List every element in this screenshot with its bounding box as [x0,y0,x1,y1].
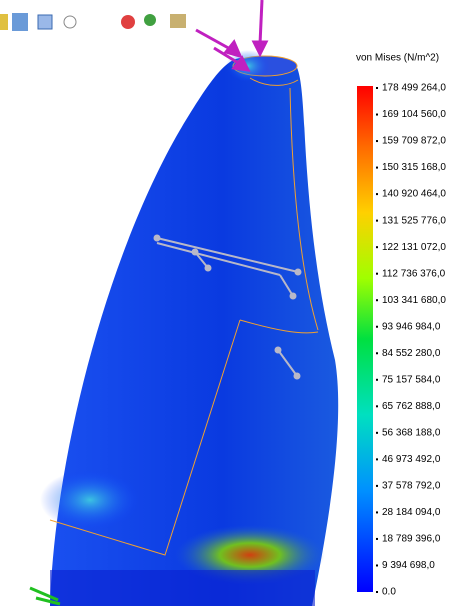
legend-title: von Mises (N/m^2) [356,53,439,64]
tool-icon[interactable] [0,14,8,30]
legend-tick [376,273,378,275]
legend-label: 75 157 584,0 [382,374,441,385]
legend-tick [376,538,378,540]
legend-label: 9 394 698,0 [382,560,435,571]
legend-tick [376,167,378,169]
toolbar [0,13,186,31]
legend-tick [376,193,378,195]
legend-label: 37 578 792,0 [382,481,441,492]
legend-tick [376,299,378,301]
legend-tick [376,326,378,328]
legend-label: 159 709 872,0 [382,136,446,147]
tool-icon[interactable] [38,15,52,29]
legend-tick [376,591,378,593]
model [30,0,338,606]
color-bar [357,86,373,592]
legend-tick [376,405,378,407]
tool-icon[interactable] [144,14,156,26]
legend-tick [376,87,378,89]
legend-tick [376,220,378,222]
legend-label: 140 920 464,0 [382,189,446,200]
legend-label: 84 552 280,0 [382,348,441,359]
legend-label: 169 104 560,0 [382,109,446,120]
legend-tick [376,564,378,566]
graphics-area: von Mises (N/m^2) 178 499 264,0 169 104 5… [0,0,454,606]
legend-label: 112 736 376,0 [382,268,446,279]
legend-label: 18 789 396,0 [382,534,441,545]
legend-tick [376,246,378,248]
legend-label: 93 946 984,0 [382,321,441,332]
legend-tick [376,458,378,460]
legend-tick [376,432,378,434]
legend-label: 103 341 680,0 [382,295,446,306]
base [50,570,315,606]
tool-icon[interactable] [121,15,135,29]
legend-tick [376,114,378,116]
legend-tick [376,140,378,142]
tool-icon[interactable] [12,13,28,31]
legend-label: 46 973 492,0 [382,454,441,465]
legend-label: 150 315 168,0 [382,162,446,173]
legend-tick [376,379,378,381]
legend-label: 122 131 072,0 [382,242,446,253]
legend-label: 56 368 188,0 [382,427,441,438]
legend-tick [376,485,378,487]
legend-label: 65 762 888,0 [382,401,441,412]
tool-icon[interactable] [64,16,76,28]
legend-label: 0.0 [382,587,396,598]
legend-tick [376,352,378,354]
legend-label: 131 525 776,0 [382,215,446,226]
tool-icon[interactable] [170,14,186,28]
legend-label: 28 184 094,0 [382,507,441,518]
legend: von Mises (N/m^2) 178 499 264,0 169 104 5… [356,53,446,598]
legend-tick [376,511,378,513]
legend-label: 178 499 264,0 [382,83,446,94]
viewport: von Mises (N/m^2) 178 499 264,0 169 104 5… [0,0,454,606]
